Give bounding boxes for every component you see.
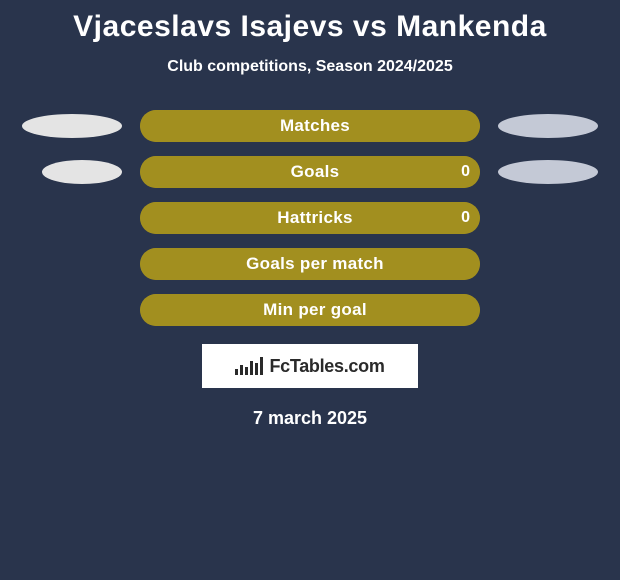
player-a-ellipse: [42, 160, 122, 184]
bar-rows-container: Matches 0 Goals 0 Hattricks Goals per match Mi…: [0, 110, 620, 326]
stat-bar-track: Min per goal: [140, 294, 480, 326]
stat-bar-track: 0 Hattricks: [140, 202, 480, 234]
left-ellipse-slot: [0, 114, 140, 138]
right-ellipse-slot: [480, 160, 620, 184]
left-ellipse-slot: [0, 160, 140, 184]
stat-bar-track: Goals per match: [140, 248, 480, 280]
stat-label: Goals: [291, 162, 340, 182]
stat-row: Matches: [0, 110, 620, 142]
stat-row: 0 Hattricks: [0, 202, 620, 234]
logo-box: FcTables.com: [202, 344, 418, 388]
logo-bars-icon: [235, 357, 263, 375]
stat-label: Goals per match: [246, 254, 384, 274]
stat-label: Matches: [280, 116, 350, 136]
stat-label: Hattricks: [277, 208, 352, 228]
player-a-ellipse: [22, 114, 122, 138]
stat-value-b: 0: [461, 202, 470, 234]
page-title: Vjaceslavs Isajevs vs Mankenda: [0, 10, 620, 44]
stat-row: Goals per match: [0, 248, 620, 280]
stat-label: Min per goal: [263, 300, 367, 320]
stat-row: 0 Goals: [0, 156, 620, 188]
player-b-ellipse: [498, 114, 598, 138]
subtitle: Club competitions, Season 2024/2025: [0, 58, 620, 76]
logo-text: FcTables.com: [269, 356, 384, 377]
date-text: 7 march 2025: [0, 408, 620, 429]
comparison-infographic: Vjaceslavs Isajevs vs Mankenda Club comp…: [0, 0, 620, 580]
stat-bar-track: Matches: [140, 110, 480, 142]
stat-bar-track: 0 Goals: [140, 156, 480, 188]
stat-row: Min per goal: [0, 294, 620, 326]
stat-value-b: 0: [461, 156, 470, 188]
player-b-ellipse: [498, 160, 598, 184]
right-ellipse-slot: [480, 114, 620, 138]
